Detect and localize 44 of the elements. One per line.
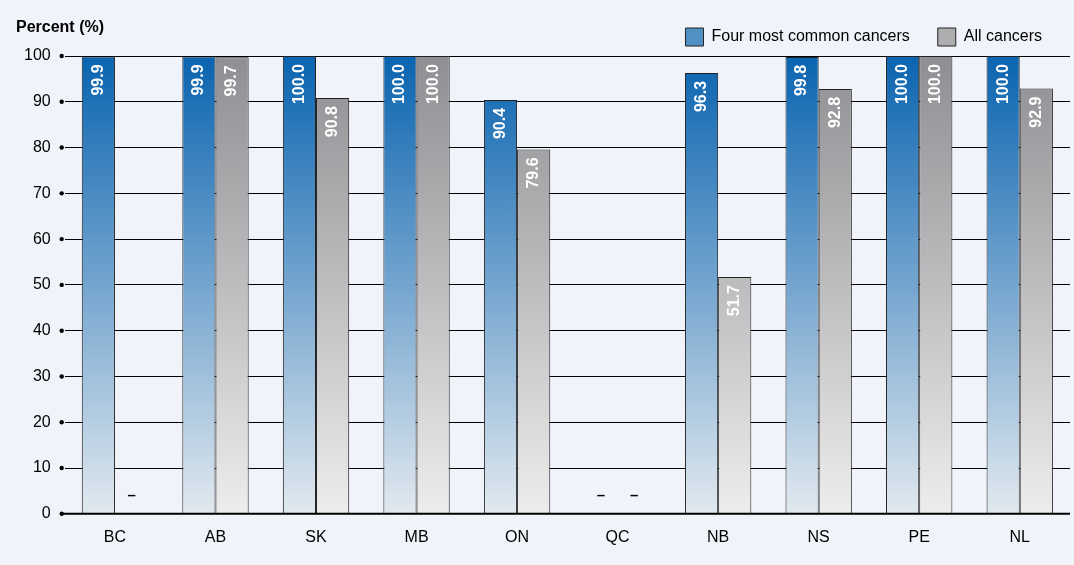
data-label: 92.8 bbox=[825, 96, 843, 129]
text: – bbox=[596, 485, 606, 503]
data-label: 90.4 bbox=[490, 107, 508, 140]
data-label: 100.0 bbox=[893, 63, 911, 105]
x-tick-label: NB bbox=[707, 527, 730, 545]
legend-label: All cancers bbox=[963, 27, 1042, 45]
data-label: 99.9 bbox=[189, 64, 207, 96]
data-label: 96.3 bbox=[691, 80, 709, 113]
y-tick-label: 10 bbox=[32, 458, 51, 476]
x-tick-label: SK bbox=[305, 527, 328, 545]
x-tick-label: NL bbox=[1009, 527, 1031, 545]
x-tick-label: ON bbox=[505, 527, 530, 545]
data-label: 90.8 bbox=[323, 106, 341, 138]
y-tick-label: 90 bbox=[32, 92, 51, 110]
text: – bbox=[127, 485, 136, 503]
data-label: 100.0 bbox=[926, 63, 944, 105]
y-tick-label: 0 bbox=[41, 504, 51, 522]
y-tick-label: 40 bbox=[32, 321, 51, 339]
x-tick-label: AB bbox=[204, 527, 227, 545]
data-label: 99.8 bbox=[792, 64, 810, 97]
data-label: 99.7 bbox=[222, 65, 240, 97]
x-tick-label: QC bbox=[605, 527, 630, 545]
y-tick-label: 100 bbox=[23, 46, 51, 64]
y-tick-label: 50 bbox=[32, 275, 51, 293]
data-label: 51.7 bbox=[725, 285, 743, 317]
text: – bbox=[630, 485, 639, 503]
x-tick-label: BC bbox=[103, 527, 127, 545]
y-tick-label: 20 bbox=[32, 412, 51, 430]
y-tick-label: 30 bbox=[32, 366, 51, 384]
x-tick-label: NS bbox=[807, 527, 830, 545]
data-label: 92.9 bbox=[1026, 96, 1044, 128]
data-label: 100.0 bbox=[993, 63, 1011, 105]
y-axis-title: Percent (%) bbox=[16, 18, 105, 36]
legend-label: Four most common cancers bbox=[711, 27, 910, 45]
data-label: 100.0 bbox=[423, 63, 441, 105]
data-label: 79.6 bbox=[524, 157, 542, 189]
x-tick-label: MB bbox=[404, 527, 429, 545]
data-label: 99.9 bbox=[88, 64, 106, 96]
data-label: 100.0 bbox=[390, 63, 408, 105]
y-tick-label: 80 bbox=[32, 137, 51, 155]
y-tick-label: 70 bbox=[32, 183, 51, 201]
data-label: 100.0 bbox=[289, 63, 307, 105]
x-tick-label: PE bbox=[908, 527, 930, 545]
y-tick-label: 60 bbox=[32, 229, 51, 247]
